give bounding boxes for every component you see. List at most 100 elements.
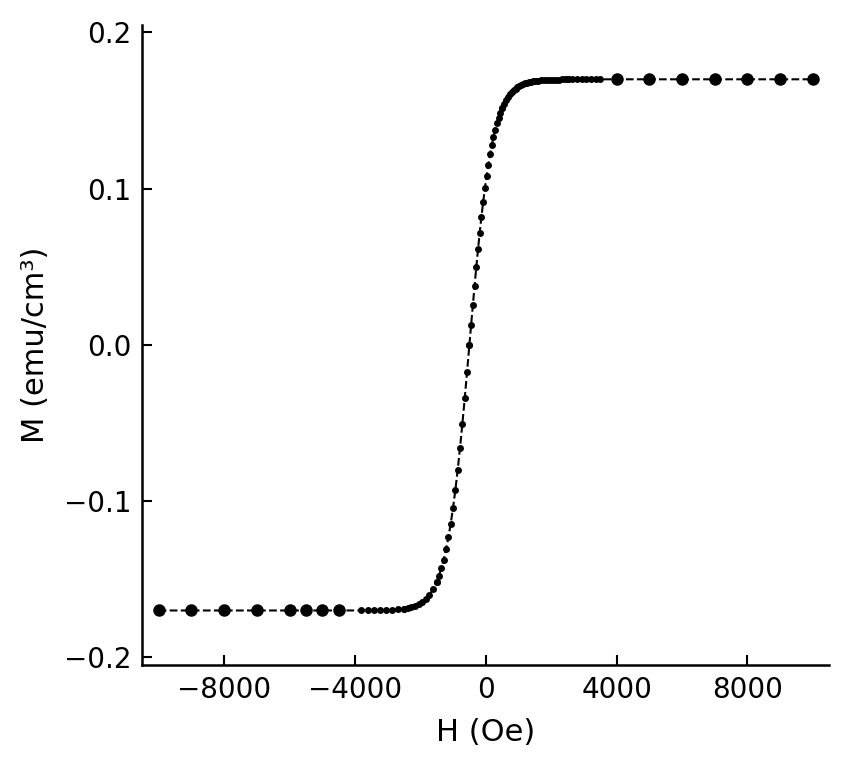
Point (152, 604, 166, 617)
Point (419, 593, 433, 605)
Point (549, 74, 563, 86)
Point (332, 604, 345, 617)
Point (405, 601, 418, 614)
Point (593, 73, 607, 85)
Point (489, 124, 502, 136)
Point (561, 73, 575, 85)
Point (675, 73, 688, 85)
Point (520, 77, 534, 89)
Point (379, 604, 393, 616)
Point (531, 74, 545, 87)
Point (496, 102, 509, 114)
Point (315, 604, 329, 617)
Point (411, 598, 425, 611)
Point (526, 75, 540, 88)
Point (449, 484, 462, 496)
Point (462, 339, 476, 351)
Point (546, 74, 559, 86)
Point (543, 74, 557, 86)
Point (492, 111, 506, 124)
Point (466, 299, 479, 311)
Point (497, 98, 511, 110)
Point (528, 75, 541, 88)
Point (513, 80, 526, 92)
Point (468, 280, 481, 292)
Point (422, 588, 436, 601)
Point (391, 604, 405, 616)
Point (433, 569, 446, 581)
Point (479, 170, 493, 182)
Point (408, 600, 422, 612)
Point (589, 73, 603, 85)
Point (354, 604, 368, 617)
Point (575, 73, 588, 85)
Point (373, 604, 387, 617)
Point (471, 243, 484, 256)
Point (509, 82, 523, 94)
Point (609, 73, 623, 85)
Point (494, 107, 507, 119)
Point (558, 73, 571, 85)
Point (450, 464, 464, 476)
Point (430, 575, 444, 588)
Point (460, 366, 473, 378)
Point (511, 81, 524, 93)
Point (487, 131, 501, 143)
Point (517, 78, 530, 90)
Point (453, 442, 467, 454)
Point (534, 74, 547, 87)
Point (456, 418, 469, 430)
Point (740, 73, 754, 85)
Point (501, 91, 514, 103)
Point (299, 604, 313, 617)
Point (458, 392, 472, 405)
Point (514, 79, 528, 91)
Point (478, 182, 491, 194)
Point (518, 78, 532, 90)
Point (484, 148, 497, 161)
Point (283, 604, 297, 617)
Point (499, 94, 513, 107)
Point (434, 562, 448, 574)
Point (584, 73, 598, 85)
Point (469, 261, 483, 273)
Point (462, 339, 476, 351)
Point (490, 117, 504, 129)
Point (708, 73, 722, 85)
Point (464, 319, 478, 331)
Point (580, 73, 593, 85)
Point (446, 502, 460, 514)
Point (367, 604, 381, 617)
Point (250, 604, 264, 617)
Point (485, 139, 499, 151)
Point (561, 73, 575, 85)
Point (397, 603, 411, 615)
Point (360, 604, 374, 617)
Point (437, 554, 451, 566)
Point (774, 73, 787, 85)
Point (555, 73, 569, 85)
Point (565, 73, 579, 85)
Point (643, 73, 656, 85)
Point (397, 603, 411, 615)
Point (401, 602, 415, 614)
Point (184, 604, 198, 617)
Point (439, 543, 453, 555)
Point (444, 518, 457, 530)
Point (474, 210, 488, 223)
Point (218, 604, 231, 617)
Y-axis label: M (emu/cm³): M (emu/cm³) (21, 247, 50, 443)
Point (441, 531, 455, 544)
Point (570, 73, 584, 85)
Point (540, 74, 553, 86)
Point (430, 575, 444, 588)
Point (503, 88, 517, 101)
Point (426, 583, 439, 595)
Point (537, 74, 551, 86)
X-axis label: H (Oe): H (Oe) (436, 718, 536, 747)
Point (482, 158, 496, 170)
Point (505, 86, 518, 98)
Point (806, 73, 819, 85)
Point (473, 227, 486, 239)
Point (524, 75, 538, 88)
